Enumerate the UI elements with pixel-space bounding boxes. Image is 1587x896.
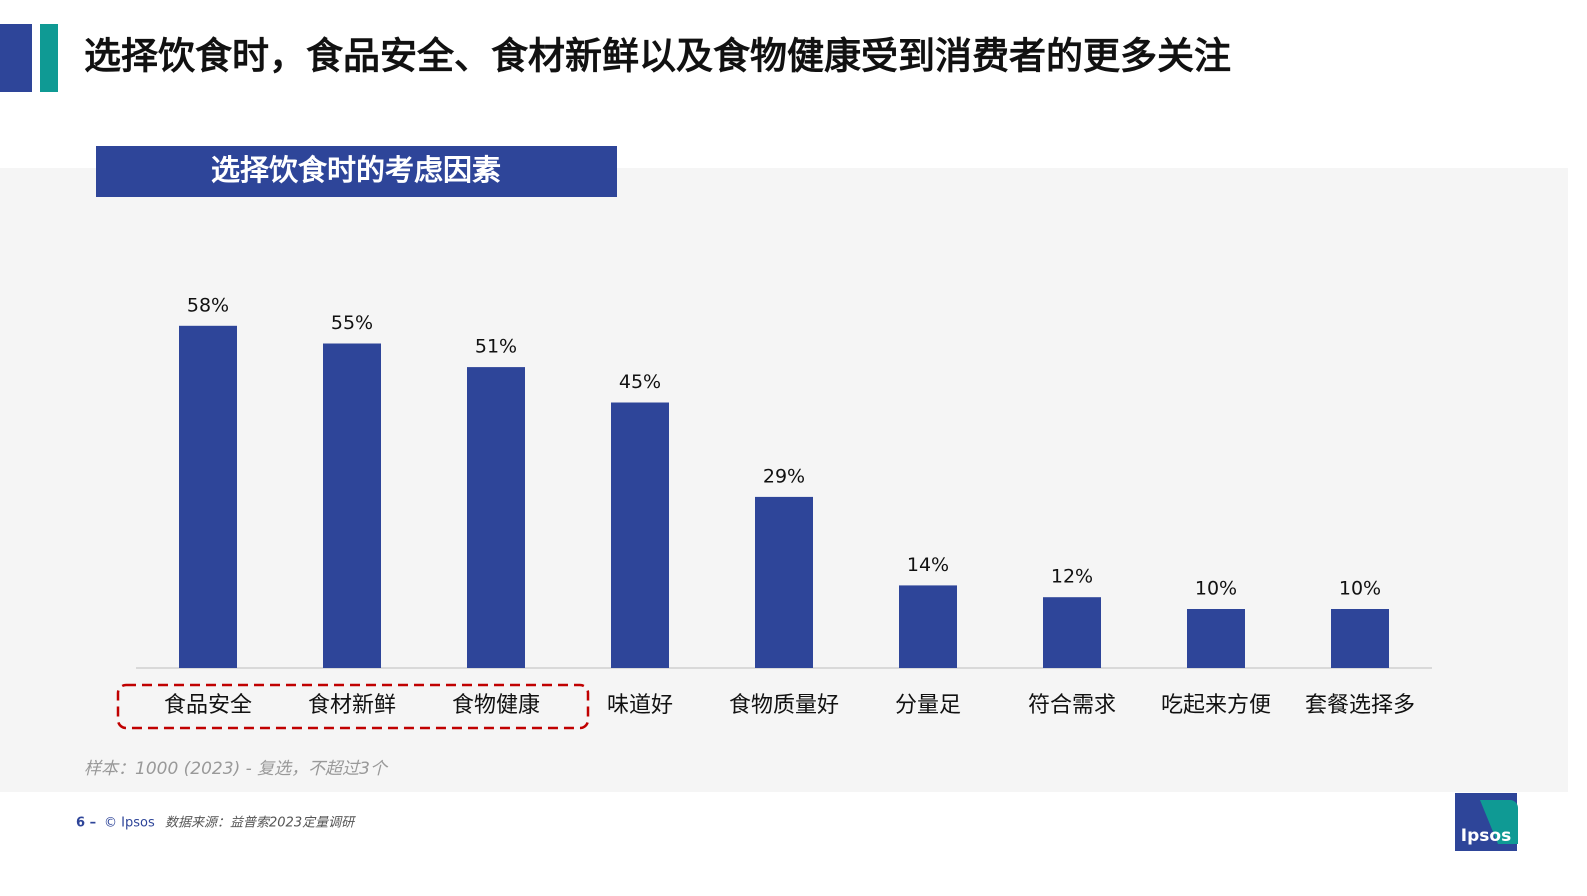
chart-title-box	[96, 146, 617, 197]
page-number: 6 –	[76, 816, 96, 831]
value-label: 51%	[475, 336, 517, 358]
x-tick-label: 套餐选择多	[1305, 693, 1415, 718]
bar	[611, 402, 669, 668]
x-tick-label: 分量足	[895, 693, 961, 718]
bar	[179, 325, 237, 668]
bar	[1331, 609, 1389, 668]
bar	[1187, 609, 1245, 668]
x-tick-label: 吃起来方便	[1161, 693, 1271, 718]
value-label: 10%	[1195, 578, 1237, 600]
logo-text: Ipsos	[1461, 826, 1511, 846]
value-label: 14%	[907, 554, 949, 576]
x-tick-label: 食品安全	[164, 693, 252, 718]
header-bar	[40, 24, 58, 92]
chart-panel	[0, 168, 1568, 792]
value-label: 58%	[187, 294, 229, 316]
copyright: © Ipsos	[104, 816, 155, 831]
highlight-box	[116, 683, 590, 730]
chart-title: 选择饮食时的考虑因素	[211, 153, 501, 187]
value-label: 10%	[1339, 578, 1381, 600]
source: 数据来源：益普索2023定量调研	[165, 815, 356, 831]
sample-note: 样本：1000 (2023) - 复选，不超过3个	[84, 759, 389, 779]
value-label: 12%	[1051, 566, 1093, 588]
bar	[755, 496, 813, 668]
header-bar	[0, 24, 32, 92]
x-tick-label: 味道好	[607, 693, 673, 718]
slide-title: 选择饮食时，食品安全、食材新鲜以及食物健康受到消费者的更多关注	[84, 35, 1231, 78]
value-label: 55%	[331, 312, 373, 334]
bar	[323, 343, 381, 668]
x-tick-label: 食物质量好	[729, 693, 839, 718]
x-tick-label: 符合需求	[1028, 693, 1116, 718]
value-label: 29%	[763, 465, 805, 487]
x-tick-label: 食物健康	[452, 693, 540, 718]
bar	[467, 367, 525, 668]
bar	[1043, 597, 1101, 668]
logo-shape	[1480, 800, 1518, 844]
bar	[899, 585, 957, 668]
value-label: 45%	[619, 371, 661, 393]
x-tick-label: 食材新鲜	[308, 693, 396, 718]
